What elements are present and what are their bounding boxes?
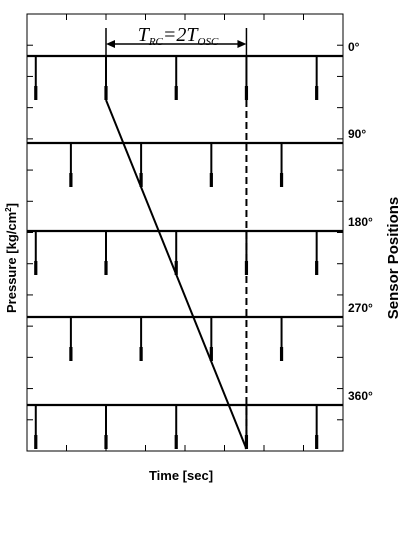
pressure-pulses [34, 56, 319, 449]
sensor-baselines [27, 54, 343, 407]
propagation-line [105, 99, 248, 450]
sensor-label-0: 0° [348, 40, 360, 54]
propagation-lines [105, 99, 248, 450]
sensor-label-270: 270° [348, 301, 373, 315]
arrow-left-head [106, 40, 115, 48]
plot-frame [26, 13, 344, 452]
x-axis-title: Time [sec] [149, 468, 213, 483]
sensor-labels: 0° 90° 180° 270° 360° [348, 40, 373, 403]
arrow-right-head [237, 40, 247, 48]
plot-border [26, 13, 344, 452]
period-annotation: TRC=2TOSC [138, 24, 219, 48]
sensor-label-180: 180° [348, 215, 373, 229]
sensor-label-90: 90° [348, 127, 366, 141]
sensor-label-360: 360° [348, 389, 373, 403]
right-axis-title: Sensor Positions [385, 197, 402, 320]
y-axis-title: Pressure [kg/cm2] [4, 203, 19, 313]
axis-ticks [27, 14, 343, 451]
annotation-bracket: TRC=2TOSC [105, 24, 248, 56]
